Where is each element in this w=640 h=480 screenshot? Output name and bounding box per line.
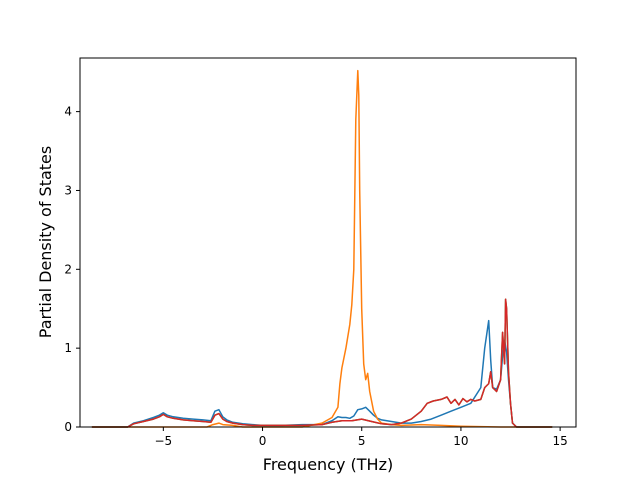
x-tick-label: 10 xyxy=(453,434,468,448)
y-axis: 0 1 2 3 4 xyxy=(64,105,80,434)
x-tick-label: 15 xyxy=(552,434,567,448)
y-tick-label: 1 xyxy=(64,341,72,355)
y-tick-label: 2 xyxy=(64,262,72,276)
axes-frame xyxy=(79,57,577,428)
series-line-4 xyxy=(91,298,553,428)
y-axis-label: Partial Density of States xyxy=(36,146,55,338)
y-tick-label: 3 xyxy=(64,183,72,197)
x-tick-label: −5 xyxy=(154,434,172,448)
x-tick-label: 0 xyxy=(259,434,267,448)
x-tick-label: 5 xyxy=(358,434,366,448)
x-axis-label: Frequency (THz) xyxy=(263,455,393,474)
y-tick-label: 0 xyxy=(64,420,72,434)
x-axis: −5 0 5 10 15 xyxy=(154,427,568,448)
y-tick-label: 4 xyxy=(64,105,72,119)
